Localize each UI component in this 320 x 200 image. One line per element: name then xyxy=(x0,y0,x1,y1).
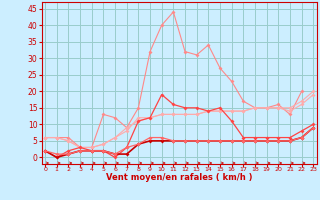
X-axis label: Vent moyen/en rafales ( km/h ): Vent moyen/en rafales ( km/h ) xyxy=(106,173,252,182)
